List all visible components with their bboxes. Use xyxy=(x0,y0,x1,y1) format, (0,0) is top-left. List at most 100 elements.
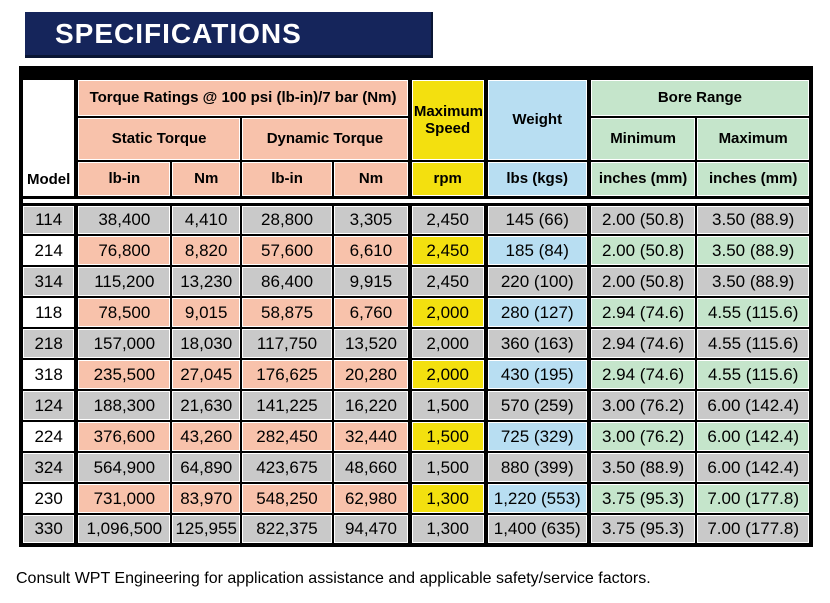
cell-dynamic-nm: 3,305 xyxy=(332,203,411,236)
cell-bore-max: 3.50 (88.9) xyxy=(695,203,812,236)
cell-weight: 1,400 (635) xyxy=(483,513,590,546)
cell-dynamic-nm: 6,610 xyxy=(332,234,411,267)
cell-rpm: 1,300 xyxy=(407,513,487,546)
cell-rpm: 2,450 xyxy=(407,265,487,298)
cell-bore-min: 2.00 (50.8) xyxy=(586,265,698,298)
cell-bore-min: 2.00 (50.8) xyxy=(586,234,698,267)
cell-static-lb-in: 731,000 xyxy=(74,482,173,515)
cell-bore-max: 6.00 (142.4) xyxy=(695,420,812,453)
header-rpm: rpm xyxy=(407,160,487,198)
cell-dynamic-lb-in: 423,675 xyxy=(239,451,335,484)
cell-bore-min: 3.50 (88.9) xyxy=(586,451,698,484)
cell-static-lb-in: 564,900 xyxy=(74,451,173,484)
cell-bore-max: 7.00 (177.8) xyxy=(695,482,812,515)
cell-bore-min: 2.00 (50.8) xyxy=(586,203,698,236)
cell-static-nm: 18,030 xyxy=(170,327,242,360)
header-row-groups: Model Torque Ratings @ 100 psi (lb-in)/7… xyxy=(19,72,813,198)
cell-bore-max: 3.50 (88.9) xyxy=(695,265,812,298)
cell-static-nm: 8,820 xyxy=(170,234,242,267)
cell-static-lb-in: 157,000 xyxy=(74,327,173,360)
header-max-speed: Maximum Speed xyxy=(407,72,487,162)
cell-static-lb-in: 188,300 xyxy=(74,389,173,422)
cell-dynamic-lb-in: 57,600 xyxy=(239,234,335,267)
cell-bore-min: 2.94 (74.6) xyxy=(586,327,698,360)
table-row: 114 38,400 4,410 28,800 3,305 2,450 145 … xyxy=(19,203,812,236)
cell-static-lb-in: 76,800 xyxy=(74,234,173,267)
cell-model: 218 xyxy=(19,327,78,360)
cell-dynamic-lb-in: 548,250 xyxy=(239,482,335,515)
cell-dynamic-nm: 20,280 xyxy=(332,358,411,391)
header-max-inches-mm: inches (mm) xyxy=(695,160,812,198)
cell-weight: 360 (163) xyxy=(483,327,590,360)
cell-model: 224 xyxy=(19,420,78,453)
cell-static-nm: 9,015 xyxy=(170,296,242,329)
header-lbs-kgs: lbs (kgs) xyxy=(483,160,590,198)
header-row-units: lb-in Nm lb-in Nm rpm lbs (kgs) inches (… xyxy=(21,160,812,198)
cell-static-nm: 83,970 xyxy=(170,482,242,515)
cell-dynamic-lb-in: 28,800 xyxy=(239,203,335,236)
table-body: 114 38,400 4,410 28,800 3,305 2,450 145 … xyxy=(19,203,812,546)
cell-bore-min: 3.75 (95.3) xyxy=(586,513,698,546)
cell-rpm: 1,300 xyxy=(407,482,487,515)
header-dynamic-torque: Dynamic Torque xyxy=(239,116,411,162)
cell-model: 124 xyxy=(19,389,78,422)
cell-bore-min: 3.75 (95.3) xyxy=(586,482,698,515)
cell-static-nm: 4,410 xyxy=(170,203,242,236)
specifications-table: Model Torque Ratings @ 100 psi (lb-in)/7… xyxy=(19,66,813,547)
cell-static-lb-in: 115,200 xyxy=(74,265,173,298)
cell-weight: 280 (127) xyxy=(483,296,590,329)
cell-bore-max: 6.00 (142.4) xyxy=(695,451,812,484)
cell-dynamic-nm: 13,520 xyxy=(332,327,411,360)
cell-bore-min: 3.00 (76.2) xyxy=(586,389,698,422)
cell-static-lb-in: 235,500 xyxy=(74,358,173,391)
cell-dynamic-nm: 16,220 xyxy=(332,389,411,422)
cell-dynamic-lb-in: 141,225 xyxy=(239,389,335,422)
cell-bore-max: 4.55 (115.6) xyxy=(695,296,812,329)
cell-dynamic-lb-in: 282,450 xyxy=(239,420,335,453)
header-torque-group: Torque Ratings @ 100 psi (lb-in)/7 bar (… xyxy=(74,72,411,118)
table-row: 224 376,600 43,260 282,450 32,440 1,500 … xyxy=(19,420,812,453)
cell-model: 324 xyxy=(19,451,78,484)
header-static-nm: Nm xyxy=(170,160,242,198)
specifications-banner: SPECIFICATIONS xyxy=(25,12,433,58)
header-bore-range: Bore Range xyxy=(586,72,813,118)
cell-model: 314 xyxy=(19,265,78,298)
cell-bore-min: 3.00 (76.2) xyxy=(586,420,698,453)
cell-dynamic-lb-in: 58,875 xyxy=(239,296,335,329)
table-row: 314 115,200 13,230 86,400 9,915 2,450 22… xyxy=(19,265,812,298)
cell-weight: 725 (329) xyxy=(483,420,590,453)
cell-static-lb-in: 78,500 xyxy=(74,296,173,329)
cell-static-lb-in: 38,400 xyxy=(74,203,173,236)
header-row-subgroups: Static Torque Dynamic Torque Minimum Max… xyxy=(21,116,812,162)
header-static-torque: Static Torque xyxy=(74,116,242,162)
cell-dynamic-nm: 6,760 xyxy=(332,296,411,329)
cell-rpm: 2,450 xyxy=(407,203,487,236)
cell-weight: 220 (100) xyxy=(483,265,590,298)
table-row: 118 78,500 9,015 58,875 6,760 2,000 280 … xyxy=(19,296,812,329)
header-model: Model xyxy=(19,72,78,198)
table-row: 324 564,900 64,890 423,675 48,660 1,500 … xyxy=(19,451,812,484)
header-dynamic-lb-in: lb-in xyxy=(239,160,335,198)
cell-rpm: 2,450 xyxy=(407,234,487,267)
cell-dynamic-nm: 9,915 xyxy=(332,265,411,298)
cell-static-nm: 64,890 xyxy=(170,451,242,484)
cell-static-lb-in: 1,096,500 xyxy=(74,513,173,546)
cell-model: 114 xyxy=(19,203,78,236)
header-body-separator xyxy=(21,195,811,206)
cell-dynamic-nm: 94,470 xyxy=(332,513,411,546)
cell-weight: 185 (84) xyxy=(483,234,590,267)
cell-model: 214 xyxy=(19,234,78,267)
cell-dynamic-lb-in: 86,400 xyxy=(239,265,335,298)
header-bore-maximum: Maximum xyxy=(695,116,812,162)
table-row: 124 188,300 21,630 141,225 16,220 1,500 … xyxy=(19,389,812,422)
cell-dynamic-nm: 32,440 xyxy=(332,420,411,453)
cell-rpm: 1,500 xyxy=(407,451,487,484)
table-row: 218 157,000 18,030 117,750 13,520 2,000 … xyxy=(19,327,812,360)
cell-static-lb-in: 376,600 xyxy=(74,420,173,453)
cell-static-nm: 125,955 xyxy=(170,513,242,546)
cell-bore-max: 4.55 (115.6) xyxy=(695,358,812,391)
page-title: SPECIFICATIONS xyxy=(55,17,302,49)
cell-rpm: 2,000 xyxy=(407,296,487,329)
cell-model: 318 xyxy=(19,358,78,391)
cell-weight: 430 (195) xyxy=(483,358,590,391)
